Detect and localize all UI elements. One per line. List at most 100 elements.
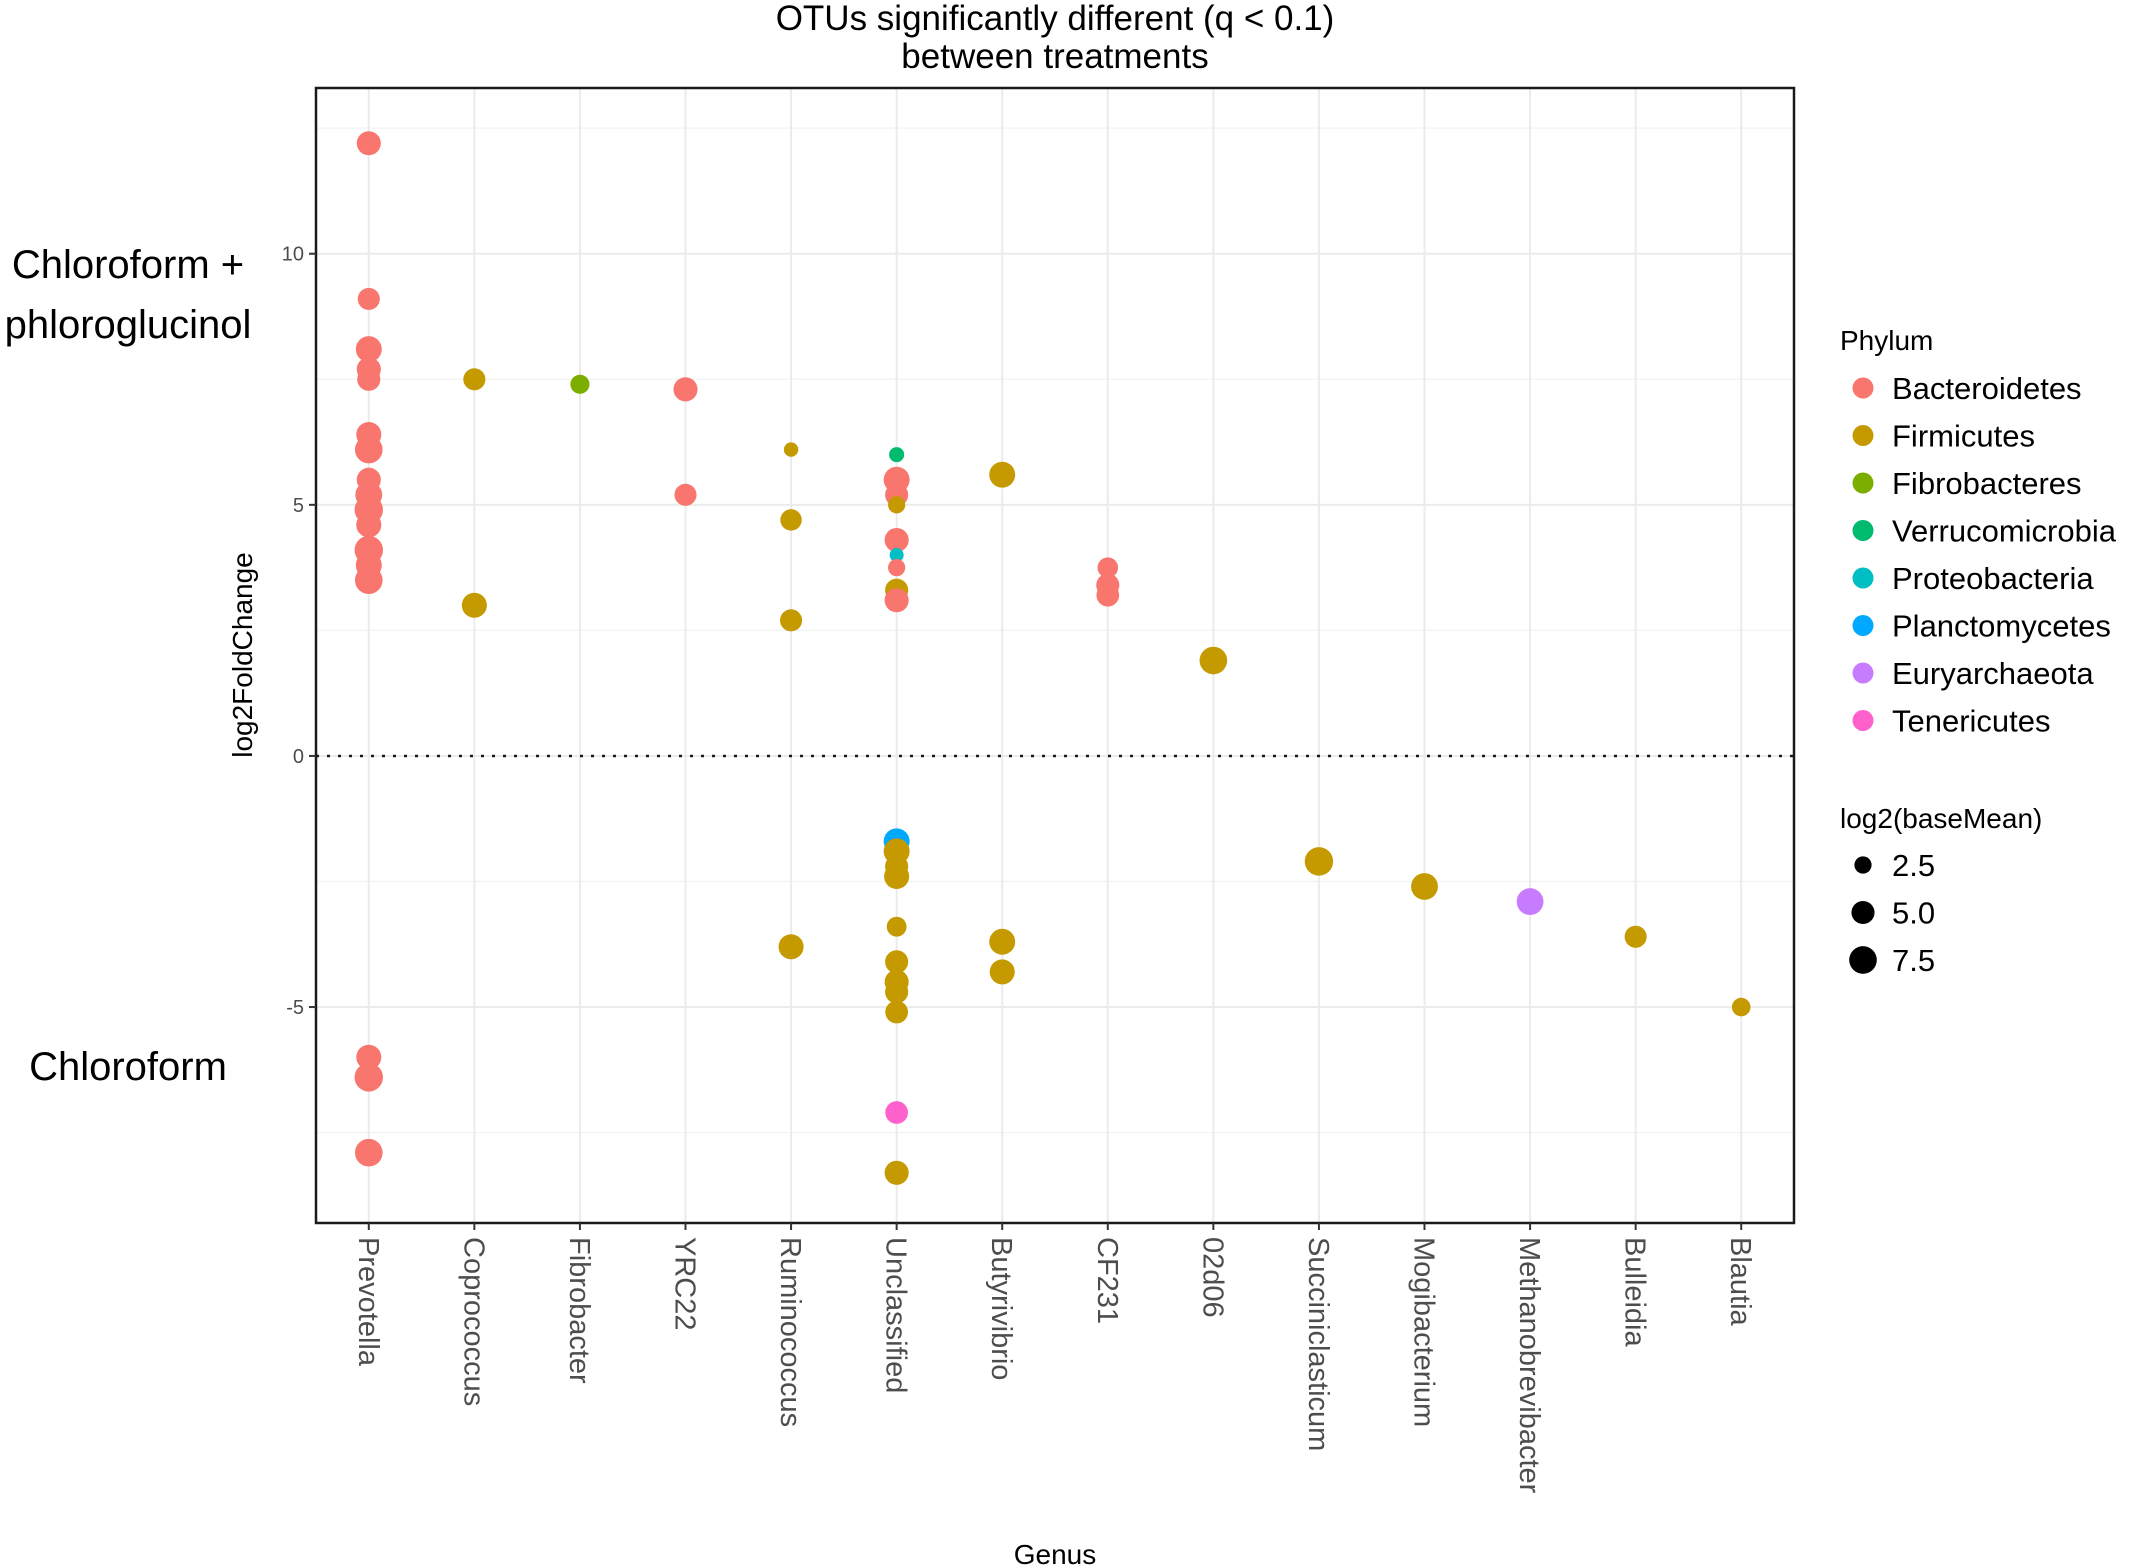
data-point xyxy=(889,447,905,463)
phylum-legend-label: Firmicutes xyxy=(1892,419,2035,454)
data-point xyxy=(884,588,909,613)
size-legend-key xyxy=(1849,946,1877,974)
phylum-legend-title: Phylum xyxy=(1840,325,1933,356)
phylum-legend-label: Verrucomicrobia xyxy=(1892,514,2117,549)
x-tick-label: YRC22 xyxy=(669,1237,701,1331)
phylum-legend-label: Tenericutes xyxy=(1892,704,2051,739)
y-tick-label: -5 xyxy=(286,997,304,1019)
x-axis-ticks: Prevotella Coprococcus Fibrobacter YRC22 Rum… xyxy=(352,1223,1756,1494)
data-point xyxy=(885,950,909,974)
data-point xyxy=(886,916,907,937)
x-tick-label: 02d06 xyxy=(1196,1237,1228,1318)
y-tick-label: 10 xyxy=(282,244,304,266)
data-point xyxy=(778,934,804,960)
data-point xyxy=(357,367,381,391)
phylum-legend-key xyxy=(1852,662,1874,684)
phylum-legend-key xyxy=(1852,377,1874,399)
data-point xyxy=(1097,557,1119,578)
data-point xyxy=(783,442,799,457)
data-point xyxy=(673,377,698,402)
group-label-upper-line2: phloroglucinol xyxy=(5,303,252,347)
x-tick-label: Blautia xyxy=(1724,1237,1756,1327)
phylum-legend-key xyxy=(1852,520,1874,541)
data-point xyxy=(357,287,380,310)
data-point xyxy=(463,368,486,391)
x-tick-label: Mogibacterium xyxy=(1408,1237,1440,1427)
data-point xyxy=(461,592,487,618)
data-point xyxy=(354,1063,384,1092)
data-point xyxy=(355,336,382,363)
size-legend-key xyxy=(1851,900,1875,925)
size-legend-label: 7.5 xyxy=(1892,943,1935,978)
data-point xyxy=(1411,873,1438,900)
phylum-legend-key xyxy=(1852,472,1874,494)
data-point xyxy=(1199,646,1228,675)
gridlines xyxy=(316,88,1794,1223)
data-point xyxy=(1096,583,1120,607)
data-point xyxy=(1731,997,1751,1017)
x-tick-label: Butyrivibrio xyxy=(985,1237,1017,1380)
y-tick-label: 5 xyxy=(293,495,304,517)
phylum-legend-label: Fibrobacteres xyxy=(1892,466,2082,501)
data-point xyxy=(888,558,906,577)
x-tick-label: CF231 xyxy=(1091,1237,1123,1324)
phylum-legend-label: Proteobacteria xyxy=(1892,561,2094,596)
data-point xyxy=(989,959,1015,985)
phylum-legend-label: Bacteroidetes xyxy=(1892,371,2082,406)
x-tick-label: Bulleidia xyxy=(1619,1237,1651,1347)
size-legend-label: 2.5 xyxy=(1892,848,1935,883)
phylum-legend: Phylum Bacteroidetes Firmicutes Fibrobacte… xyxy=(1840,325,2117,739)
data-point xyxy=(674,483,697,506)
y-tick-label: 0 xyxy=(293,746,304,768)
x-tick-label: Coprococcus xyxy=(457,1237,489,1406)
data-point xyxy=(1624,925,1647,948)
data-point xyxy=(885,980,909,1004)
phylum-legend-key xyxy=(1852,425,1874,446)
data-point xyxy=(356,512,382,538)
data-point xyxy=(885,1000,909,1024)
phylum-legend-label: Planctomycetes xyxy=(1892,609,2111,644)
data-point xyxy=(885,1101,909,1124)
group-label-lower: Chloroform xyxy=(29,1045,227,1089)
phylum-legend-key xyxy=(1852,567,1874,589)
data-point xyxy=(989,461,1016,488)
size-legend-title: log2(baseMean) xyxy=(1840,803,2042,834)
y-axis-ticks: -5 0 5 10 xyxy=(282,244,316,1019)
plot-panel-border xyxy=(314,86,1796,1225)
data-point xyxy=(354,1138,383,1167)
size-legend: log2(baseMean) 2.5 5.0 7.5 xyxy=(1840,803,2042,978)
x-tick-label: Prevotella xyxy=(352,1237,384,1367)
x-tick-label: Ruminococcus xyxy=(774,1237,806,1427)
data-point xyxy=(570,374,590,394)
phylum-legend-key xyxy=(1852,615,1874,636)
phylum-legend-key xyxy=(1852,710,1874,731)
x-tick-label: Methanobrevibacter xyxy=(1513,1237,1545,1494)
data-point xyxy=(889,548,904,563)
x-tick-label: Succiniclasticum xyxy=(1302,1237,1334,1451)
phylum-legend-label: Euryarchaeota xyxy=(1892,656,2094,691)
y-axis-title: log2FoldChange xyxy=(227,552,258,758)
x-axis-title: Genus xyxy=(1014,1539,1097,1568)
data-point xyxy=(354,566,383,594)
data-point xyxy=(780,509,802,531)
data-point xyxy=(888,496,906,514)
size-legend-label: 5.0 xyxy=(1892,896,1935,931)
x-tick-label: Unclassified xyxy=(880,1237,912,1393)
data-point xyxy=(780,609,803,632)
chart-subtitle: between treatments xyxy=(901,37,1208,76)
group-label-upper-line1: Chloroform + xyxy=(12,243,244,287)
data-point xyxy=(884,863,910,889)
data-point xyxy=(989,928,1016,955)
x-tick-label: Fibrobacter xyxy=(563,1237,595,1384)
data-point xyxy=(356,1044,382,1070)
data-point xyxy=(1516,888,1544,915)
chart-title: OTUs significantly different (q < 0.1) xyxy=(776,0,1335,38)
data-points xyxy=(354,131,1751,1185)
size-legend-key xyxy=(1854,856,1872,874)
data-point xyxy=(356,131,381,156)
data-point xyxy=(884,527,909,553)
data-point xyxy=(1304,847,1334,876)
data-point xyxy=(354,435,383,464)
data-point xyxy=(884,1160,909,1185)
